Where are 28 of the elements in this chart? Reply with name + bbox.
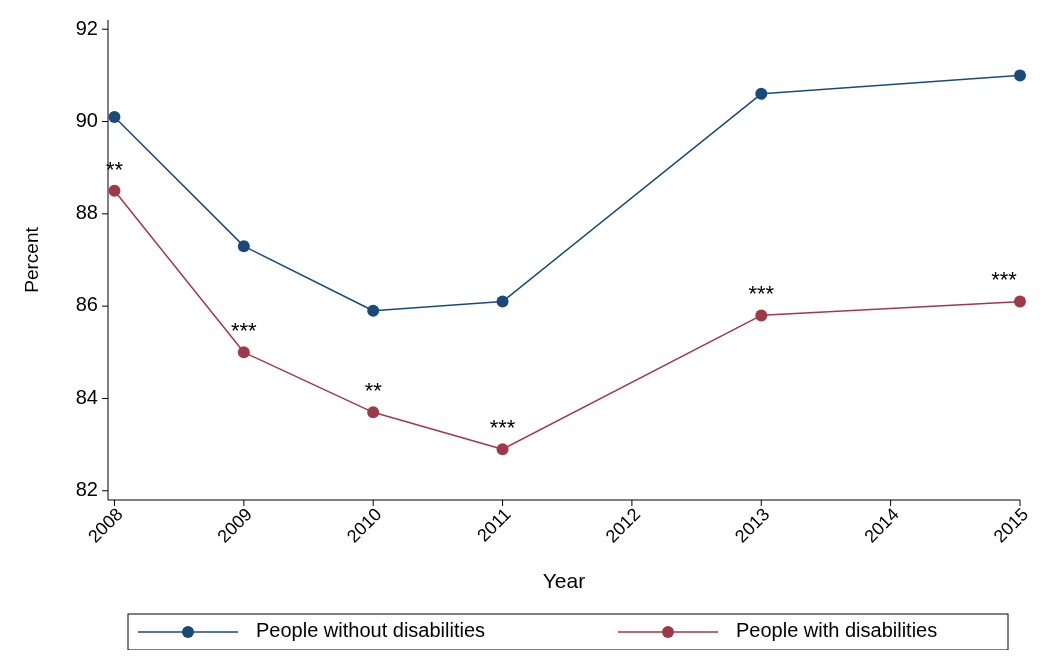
- y-tick-label: 92: [75, 16, 98, 39]
- y-tick-label: 82: [75, 478, 98, 501]
- point: [496, 443, 509, 456]
- y-tick-label: 88: [75, 201, 98, 224]
- point: [755, 309, 768, 322]
- annotation: ***: [991, 267, 1018, 293]
- y-tick-label: 90: [75, 108, 98, 131]
- point: [108, 110, 121, 123]
- annotation: ***: [489, 415, 516, 441]
- point: [496, 295, 509, 308]
- annotation: **: [105, 156, 124, 182]
- point: [1014, 295, 1026, 308]
- y-axis-title: Percent: [21, 226, 42, 293]
- x-axis-title: Year: [542, 569, 586, 592]
- annotation: ***: [230, 318, 258, 344]
- y-tick-label: 84: [75, 385, 98, 408]
- point: [755, 87, 768, 100]
- point: [237, 240, 250, 253]
- point: [1014, 69, 1026, 82]
- point: [108, 184, 121, 197]
- annotation: ***: [748, 281, 775, 307]
- point: [237, 346, 250, 359]
- y-tick-label: 86: [75, 293, 98, 316]
- legend-label: People without disabilities: [256, 619, 486, 642]
- annotation: **: [364, 378, 383, 404]
- point: [367, 406, 380, 419]
- point: [367, 304, 380, 317]
- legend-label: People with disabilities: [736, 619, 938, 642]
